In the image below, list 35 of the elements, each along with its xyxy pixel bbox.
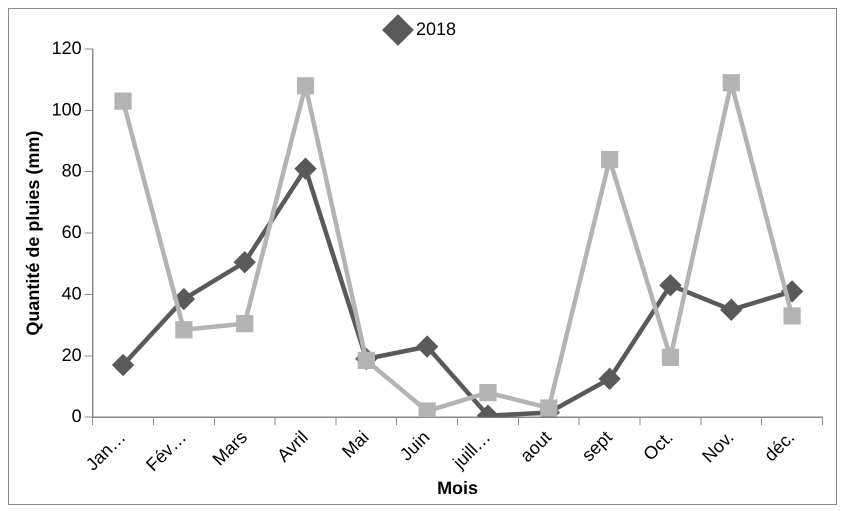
y-tick-label: 60 (62, 222, 82, 242)
y-axis-title: Quantité de pluies (mm) (22, 130, 43, 336)
y-tick-label: 0 (72, 406, 82, 426)
x-tick-label: Juin (396, 427, 434, 465)
y-tick-label: 80 (62, 160, 82, 181)
point (236, 314, 254, 332)
x-tick-label: aout (516, 427, 556, 466)
x-tick-label: sept (578, 427, 616, 466)
point (722, 74, 740, 92)
point (296, 77, 314, 94)
point (175, 321, 192, 338)
point (660, 275, 681, 296)
x-tick-label: Mai (338, 427, 373, 462)
point (479, 384, 497, 402)
point (416, 336, 438, 357)
point (721, 300, 742, 320)
point (234, 252, 255, 272)
point (114, 92, 132, 110)
x-tick-label: Oct. (639, 427, 677, 465)
point (783, 307, 801, 325)
point (599, 368, 620, 390)
point (112, 354, 134, 376)
x-axis-title: Mois (437, 478, 478, 498)
x-tick-label: Nov. (698, 427, 738, 466)
point (662, 348, 680, 366)
point (174, 288, 194, 310)
legend-label: 2018 (416, 18, 456, 39)
y-tick-label: 100 (52, 99, 82, 120)
point (295, 158, 316, 179)
point (540, 399, 558, 417)
y-tick-label: 120 (52, 38, 82, 58)
point (601, 150, 618, 168)
y-tick-label: 20 (62, 344, 82, 365)
x-tick-label: déc. (760, 427, 798, 466)
y-tick-label: 40 (62, 283, 82, 304)
